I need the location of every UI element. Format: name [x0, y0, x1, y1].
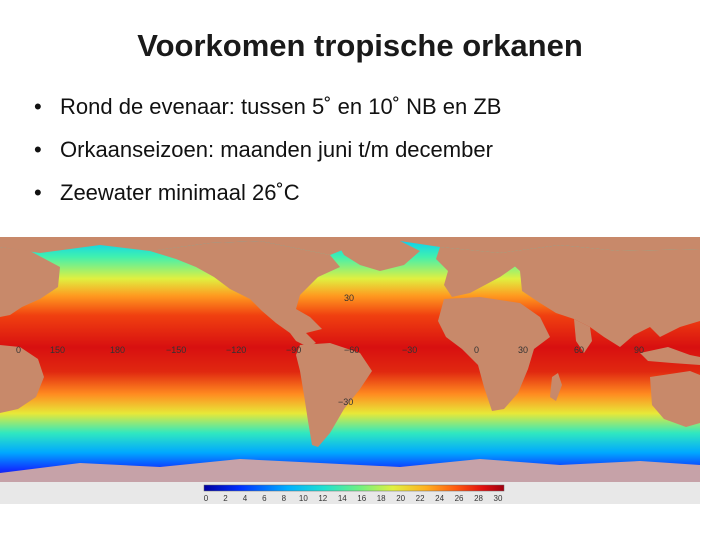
lat-label: 30	[344, 293, 354, 303]
colorbar-tick-label: 14	[338, 494, 347, 503]
colorbar-tick-label: 10	[299, 494, 308, 503]
bullet-dot: •	[34, 94, 42, 119]
lon-label: −120	[226, 345, 246, 355]
colorbar-tick-label: 22	[416, 494, 425, 503]
colorbar-tick-label: 30	[494, 494, 503, 503]
bullet-text: Zeewater minimaal 26˚C	[60, 180, 300, 205]
colorbar-tick-label: 16	[357, 494, 366, 503]
bullet-text: Orkaanseizoen: maanden juni t/m december	[60, 137, 493, 162]
lon-label: 60	[574, 345, 584, 355]
lon-label: −90	[286, 345, 301, 355]
bullet-item: • Zeewater minimaal 26˚C	[34, 180, 300, 206]
lon-label: 150	[50, 345, 65, 355]
colorbar-tick-label: 8	[282, 494, 287, 503]
colorbar-tick-label: 12	[318, 494, 327, 503]
lon-label: −30	[402, 345, 417, 355]
lon-label: −60	[344, 345, 359, 355]
lon-label: 180	[110, 345, 125, 355]
bullet-dot: •	[34, 180, 42, 205]
slide-title: Voorkomen tropische orkanen	[137, 28, 583, 63]
lat-label: 0	[16, 345, 21, 355]
colorbar-tick-label: 6	[262, 494, 267, 503]
bullet-item: • Orkaanseizoen: maanden juni t/m decembe…	[34, 137, 493, 163]
bullet-text: Rond de evenaar: tussen 5˚ en 10˚ NB en …	[60, 94, 502, 119]
lat-label: −30	[338, 397, 353, 407]
land-masses	[0, 237, 700, 447]
sea-temperature-map: 30 0 −30 150 180 −150 −120 −90 −60 −30 0…	[0, 237, 700, 504]
colorbar-tick-label: 26	[455, 494, 464, 503]
bullet-item: • Rond de evenaar: tussen 5˚ en 10˚ NB en…	[34, 94, 501, 120]
lon-label: 0	[474, 345, 479, 355]
colorbar-panel	[0, 482, 700, 504]
colorbar-tick-label: 28	[474, 494, 483, 503]
lon-label: −150	[166, 345, 186, 355]
colorbar-tick-label: 0	[204, 494, 209, 503]
colorbar-tick-label: 20	[396, 494, 405, 503]
lon-label: 30	[518, 345, 528, 355]
colorbar-tick-label: 4	[243, 494, 248, 503]
colorbar-tick-label: 18	[377, 494, 386, 503]
lon-label: 90	[634, 345, 644, 355]
colorbar-tick-label: 24	[435, 494, 444, 503]
colorbar-tick-label: 2	[223, 494, 228, 503]
bullet-dot: •	[34, 137, 42, 162]
antarctica-ice	[0, 459, 700, 482]
colorbar	[203, 484, 505, 492]
